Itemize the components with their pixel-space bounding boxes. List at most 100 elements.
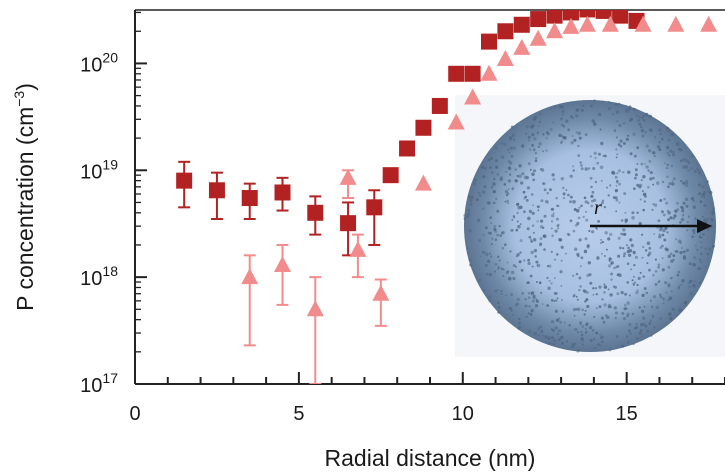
inset-atom-dot [529, 274, 533, 278]
inset-atom-dot [610, 262, 613, 265]
inset-atom-dot [501, 246, 505, 250]
square-marker [366, 199, 383, 216]
inset-atom-dot [708, 247, 712, 251]
inset-atom-dot [654, 270, 658, 273]
inset-atom-dot [600, 201, 604, 205]
inset-atom-dot [685, 181, 689, 185]
inset-atom-dot [531, 265, 534, 268]
inset-atom-dot [496, 209, 500, 213]
inset-atom-dot [665, 126, 670, 130]
inset-atom-dot [537, 334, 541, 337]
inset-atom-dot [487, 231, 491, 235]
inset-atom-dot [652, 273, 655, 277]
square-marker [431, 97, 448, 114]
inset-atom-dot [574, 247, 578, 251]
inset-atom-dot [497, 255, 500, 258]
inset-atom-dot [531, 133, 535, 137]
inset-atom-dot [518, 164, 522, 168]
inset-atom-dot [548, 264, 552, 268]
inset-atom-dot [662, 229, 666, 233]
inset-atom-dot [696, 248, 699, 251]
inset-atom-dot [650, 299, 652, 302]
inset-atom-dot [669, 149, 673, 153]
inset-atom-dot [626, 262, 630, 266]
inset-atom-dot [667, 265, 671, 269]
inset-atom-dot [666, 145, 670, 150]
inset-atom-dot [505, 294, 507, 297]
inset-atom-dot [652, 183, 655, 186]
inset-atom-dot [685, 159, 689, 163]
triangle-marker [349, 240, 367, 257]
inset-atom-dot [560, 140, 564, 143]
y-tick-label-base: 10 [80, 268, 102, 290]
inset-atom-dot [492, 182, 496, 186]
inset-atom-dot [468, 229, 472, 233]
inset-atom-dot [559, 104, 563, 109]
inset-atom-dot [686, 229, 689, 232]
inset-atom-dot [634, 173, 638, 177]
inset-atom-dot [693, 280, 696, 283]
inset-atom-dot [575, 272, 579, 276]
inset-atom-dot [510, 309, 513, 312]
inset-atom-dot [629, 117, 633, 121]
inset-atom-dot [593, 198, 597, 202]
inset-atom-dot [638, 116, 641, 119]
inset-atom-dot [560, 141, 563, 144]
inset-atom-dot [560, 299, 563, 301]
inset-atom-dot [623, 252, 627, 256]
inset-atom-dot [531, 172, 535, 176]
inset-atom-dot [654, 136, 656, 139]
inset-atom-dot [579, 161, 582, 164]
inset-atom-dot [550, 207, 555, 211]
inset-atom-dot [615, 185, 618, 187]
inset-atom-dot [556, 297, 559, 300]
inset-atom-dot [561, 310, 565, 313]
inset-atom-dot [701, 185, 705, 189]
inset-atom-dot [482, 207, 485, 210]
inset-atom-dot [622, 232, 626, 236]
inset-atom-dot [640, 329, 643, 333]
inset-atom-dot [528, 209, 533, 213]
inset-atom-dot [479, 255, 482, 258]
square-marker [579, 10, 596, 18]
inset-atom-dot [518, 174, 522, 179]
inset-atom-dot [579, 321, 583, 325]
inset-atom-dot [636, 163, 639, 165]
inset-atom-dot [628, 107, 631, 111]
inset-atom-dot [622, 171, 625, 174]
inset-atom-dot [711, 211, 715, 215]
inset-atom-dot [684, 183, 689, 188]
inset-atom-dot [668, 312, 672, 316]
inset-atom-dot [626, 312, 630, 316]
inset-atom-dot [653, 326, 656, 329]
inset-atom-dot [712, 207, 715, 210]
inset-atom-dot [560, 177, 564, 181]
inset-atom-dot [640, 128, 645, 133]
inset-atom-dot [710, 218, 714, 222]
inset-atom-dot [478, 194, 482, 197]
inset-atom-dot [467, 195, 471, 199]
inset-atom-dot [644, 195, 647, 198]
inset-atom-dot [569, 200, 572, 204]
inset-atom-dot [570, 346, 574, 349]
inset-atom-dot [490, 255, 493, 258]
inset-atom-dot [686, 221, 690, 224]
inset-atom-dot [522, 190, 526, 194]
inset-atom-dot [651, 208, 654, 211]
inset-atom-dot [508, 307, 512, 310]
inset-atom-dot [642, 208, 645, 212]
inset-atom-dot [650, 334, 653, 337]
radius-arrow-head [697, 219, 712, 233]
inset-atom-dot [579, 323, 582, 326]
inset-atom-dot [513, 138, 516, 141]
inset-atom-dot [646, 262, 649, 265]
inset-atom-dot [680, 283, 683, 286]
inset-atom-dot [511, 219, 514, 221]
inset-atom-dot [528, 148, 532, 151]
y-tick-label: 1020 [80, 49, 118, 76]
inset-atom-dot [617, 254, 621, 258]
inset-atom-dot [642, 275, 646, 278]
inset-atom-dot [504, 189, 509, 194]
inset-atom-dot [628, 323, 632, 326]
inset-atom-dot [470, 195, 474, 199]
